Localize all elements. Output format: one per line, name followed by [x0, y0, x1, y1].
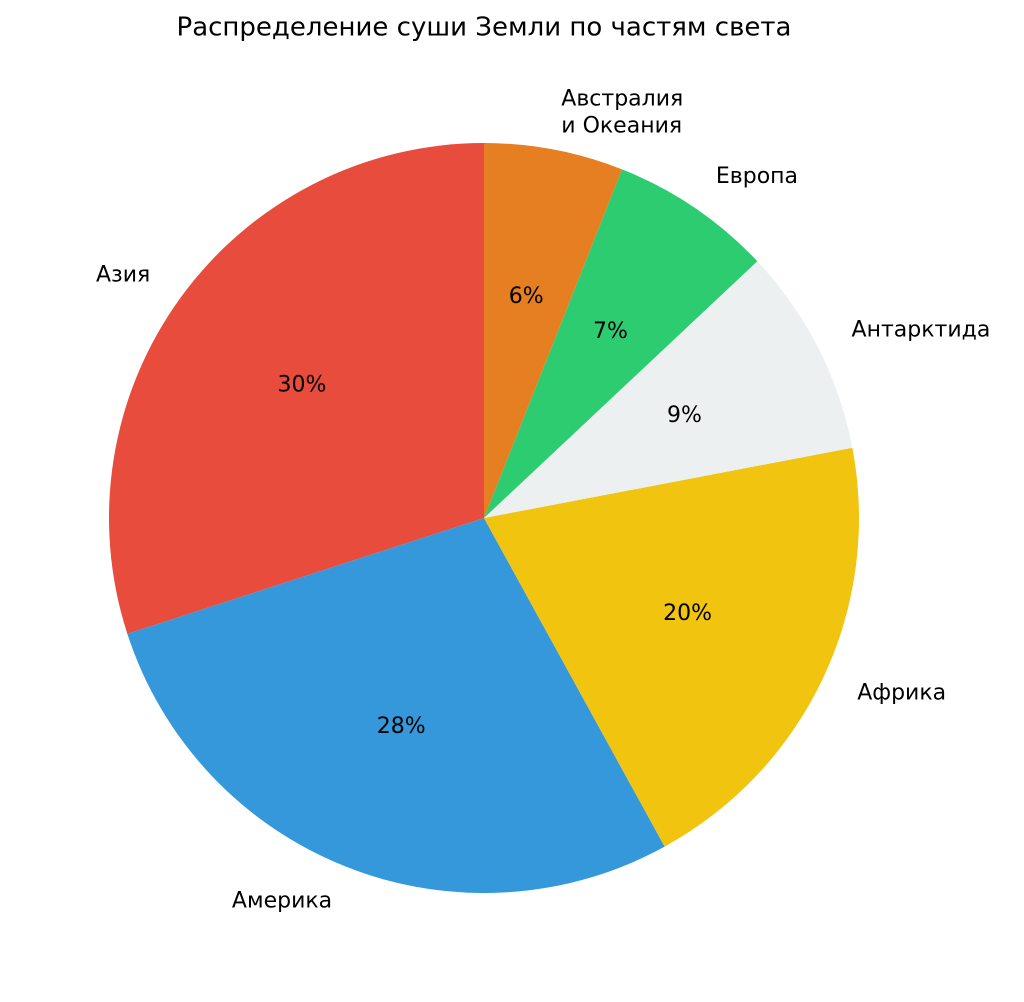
chart-title: Распределение суши Земли по частям света [177, 13, 792, 43]
slice-label: Америка [232, 889, 332, 914]
pie-slice [484, 261, 853, 518]
percent-label: 28% [377, 714, 426, 739]
slice-label: Европа [716, 164, 798, 189]
pie-slice [484, 143, 623, 518]
percent-label: 9% [667, 403, 702, 428]
pie-slice [484, 169, 758, 519]
slice-label: Австралия и Океания [561, 86, 690, 138]
pie-slice [127, 518, 665, 894]
percent-label: 30% [278, 373, 327, 398]
slice-label: Азия [96, 263, 150, 288]
percent-label: 20% [663, 601, 712, 626]
slice-label: Антарктида [852, 318, 991, 343]
pie-slice [484, 447, 860, 847]
percent-label: 7% [593, 319, 628, 344]
pie-slice [109, 143, 484, 634]
percent-label: 6% [509, 284, 544, 309]
slice-label: Африка [857, 681, 946, 706]
